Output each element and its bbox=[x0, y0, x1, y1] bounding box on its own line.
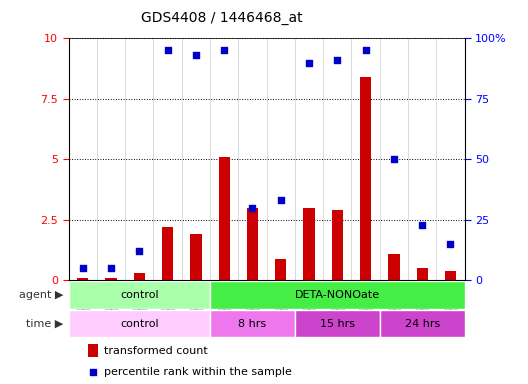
Text: 8 hrs: 8 hrs bbox=[239, 318, 267, 329]
Bar bbox=[380, 310, 465, 338]
Point bbox=[164, 47, 172, 53]
Bar bbox=[89, 344, 98, 357]
Point bbox=[107, 265, 115, 271]
Bar bbox=[295, 310, 380, 338]
Bar bbox=[77, 278, 89, 280]
Text: DETA-NONOate: DETA-NONOate bbox=[295, 290, 380, 300]
Text: time ▶: time ▶ bbox=[26, 318, 63, 329]
Bar bbox=[210, 281, 465, 309]
Point bbox=[390, 156, 398, 162]
Text: 15 hrs: 15 hrs bbox=[320, 318, 355, 329]
Point bbox=[277, 197, 285, 204]
Bar bbox=[134, 273, 145, 280]
Text: control: control bbox=[120, 290, 159, 300]
Bar bbox=[69, 281, 210, 309]
Bar bbox=[360, 77, 371, 280]
Text: GDS4408 / 1446468_at: GDS4408 / 1446468_at bbox=[141, 11, 303, 25]
Point bbox=[192, 52, 200, 58]
Bar bbox=[275, 258, 286, 280]
Point bbox=[418, 222, 427, 228]
Bar bbox=[162, 227, 173, 280]
Point bbox=[248, 205, 257, 211]
Text: agent ▶: agent ▶ bbox=[19, 290, 63, 300]
Point bbox=[446, 241, 455, 247]
Point bbox=[220, 47, 229, 53]
Bar bbox=[190, 234, 202, 280]
Point bbox=[79, 265, 87, 271]
Point bbox=[305, 60, 313, 66]
Point bbox=[333, 57, 342, 63]
Bar bbox=[106, 278, 117, 280]
Bar bbox=[219, 157, 230, 280]
Bar bbox=[304, 208, 315, 280]
Text: transformed count: transformed count bbox=[105, 346, 208, 356]
Bar bbox=[69, 310, 210, 338]
Bar bbox=[445, 271, 456, 280]
Point bbox=[89, 369, 98, 375]
Bar bbox=[417, 268, 428, 280]
Bar bbox=[388, 254, 400, 280]
Text: 24 hrs: 24 hrs bbox=[404, 318, 440, 329]
Point bbox=[135, 248, 144, 254]
Point bbox=[361, 47, 370, 53]
Bar bbox=[210, 310, 295, 338]
Text: control: control bbox=[120, 318, 159, 329]
Bar bbox=[332, 210, 343, 280]
Text: percentile rank within the sample: percentile rank within the sample bbox=[105, 367, 292, 377]
Bar bbox=[247, 208, 258, 280]
